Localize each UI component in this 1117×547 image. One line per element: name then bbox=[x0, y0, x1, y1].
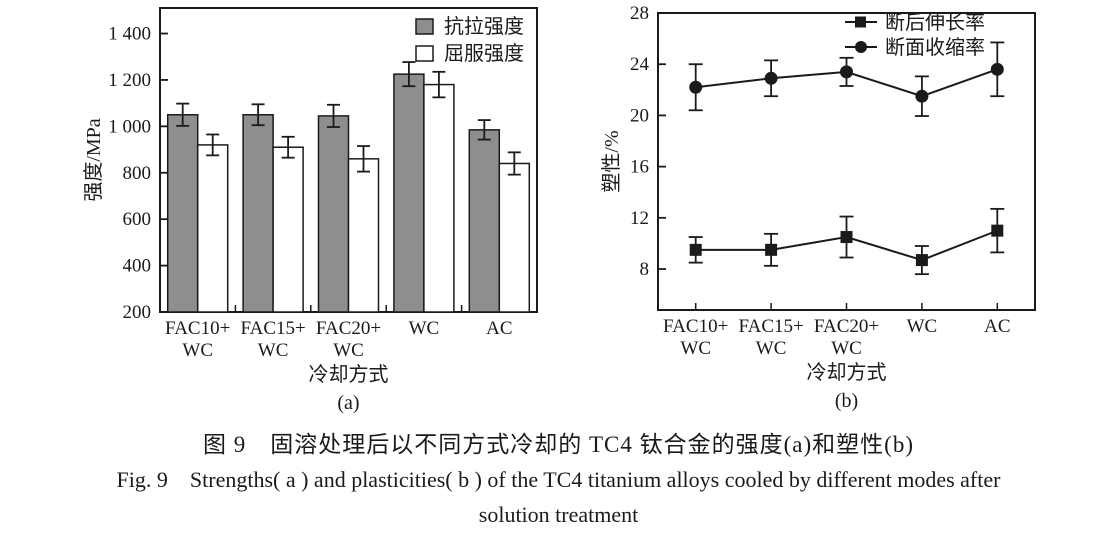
data-point-circle bbox=[915, 89, 929, 103]
bar-屈服强度-4 bbox=[498, 162, 531, 313]
error-bar bbox=[477, 119, 491, 141]
error-bar bbox=[206, 133, 220, 157]
y-tick-label: 200 bbox=[123, 302, 152, 323]
error-bar bbox=[251, 103, 265, 127]
y-axis-title: 塑性/% bbox=[600, 130, 623, 192]
bar-屈服强度-3 bbox=[423, 83, 455, 313]
y-tick-label: 24 bbox=[630, 54, 650, 75]
error-bar bbox=[327, 103, 340, 128]
category-label: FAC10+ bbox=[663, 316, 728, 337]
bar-抗拉强度-3 bbox=[393, 73, 425, 313]
bar-屈服强度-2 bbox=[347, 158, 380, 313]
data-point-circle bbox=[764, 71, 778, 85]
x-axis-title: 冷却方式 bbox=[309, 363, 389, 386]
category-label-line2: WC bbox=[258, 340, 289, 361]
y-tick-label: 28 bbox=[630, 3, 649, 24]
category-label-line2: WC bbox=[680, 338, 711, 359]
y-tick-label: 16 bbox=[630, 157, 649, 178]
bar-屈服强度-0 bbox=[196, 144, 229, 313]
category-label: FAC15+ bbox=[240, 318, 305, 339]
x-axis-title: 冷却方式 bbox=[807, 361, 887, 384]
error-bar bbox=[281, 135, 295, 159]
y-tick-label: 12 bbox=[630, 208, 649, 229]
category-label: FAC10+ bbox=[165, 318, 230, 339]
error-bar bbox=[357, 145, 370, 173]
bar-抗拉强度-4 bbox=[468, 129, 501, 313]
category-label-line2: WC bbox=[756, 338, 787, 359]
legend-label: 屈服强度 bbox=[444, 42, 524, 65]
error-bar bbox=[402, 61, 416, 88]
category-label: AC bbox=[486, 318, 512, 339]
error-bar bbox=[432, 70, 446, 99]
category-label-line2: WC bbox=[182, 340, 213, 361]
error-bar bbox=[507, 151, 521, 176]
bar-抗拉强度-2 bbox=[317, 115, 350, 313]
category-label: WC bbox=[907, 316, 938, 337]
data-point-square bbox=[991, 224, 1004, 237]
category-label: WC bbox=[409, 318, 440, 339]
y-tick-label: 600 bbox=[123, 209, 152, 230]
data-point-square bbox=[689, 243, 702, 256]
legend-swatch-gray bbox=[415, 18, 434, 35]
y-tick-label: 1 400 bbox=[108, 24, 151, 45]
caption-english-line1: Fig. 9 Strengths( a ) and plasticities( … bbox=[116, 467, 1001, 492]
y-tick-label: 20 bbox=[630, 105, 649, 126]
data-point-circle bbox=[689, 80, 703, 94]
legend-label: 断后伸长率 bbox=[885, 11, 985, 34]
data-point-square bbox=[915, 254, 928, 267]
category-label-line2: WC bbox=[831, 338, 862, 359]
category-label: AC bbox=[984, 316, 1010, 337]
error-bar bbox=[176, 102, 190, 127]
data-point-square bbox=[765, 243, 778, 256]
data-point-square bbox=[840, 231, 853, 244]
y-tick-label: 8 bbox=[640, 259, 650, 280]
category-label: FAC15+ bbox=[738, 316, 803, 337]
category-label: FAC20+ bbox=[814, 316, 879, 337]
category-label: FAC20+ bbox=[316, 318, 381, 339]
figure-caption: 图 9 固溶处理后以不同方式冷却的 TC4 钛合金的强度(a)和塑性(b) Fi… bbox=[0, 428, 1117, 532]
bar-屈服强度-1 bbox=[272, 146, 304, 313]
data-point-circle bbox=[990, 62, 1004, 76]
y-tick-label: 400 bbox=[123, 256, 152, 277]
caption-english-line2: solution treatment bbox=[478, 502, 639, 527]
panel-label: (b) bbox=[835, 390, 858, 412]
legend-label: 断面收缩率 bbox=[885, 36, 985, 59]
bar-抗拉强度-1 bbox=[242, 113, 274, 313]
legend-marker-circle bbox=[855, 41, 867, 53]
data-point-circle bbox=[840, 65, 853, 79]
caption-chinese: 图 9 固溶处理后以不同方式冷却的 TC4 钛合金的强度(a)和塑性(b) bbox=[203, 432, 914, 457]
category-label-line2: WC bbox=[333, 340, 364, 361]
panel-label: (a) bbox=[337, 392, 359, 414]
y-axis-title: 强度/MPa bbox=[82, 118, 105, 201]
y-tick-label: 800 bbox=[123, 163, 152, 184]
legend-marker-square bbox=[855, 16, 866, 28]
legend-label: 抗拉强度 bbox=[444, 15, 524, 38]
y-tick-label: 1 200 bbox=[108, 70, 151, 91]
y-tick-label: 1 000 bbox=[108, 116, 151, 137]
legend-swatch-white bbox=[415, 45, 434, 62]
bar-抗拉强度-0 bbox=[166, 113, 199, 313]
figure-panels: 200 400 600 800 1 000 1 200 1 400 FAC10+ WC FAC15… bbox=[82, 3, 1036, 414]
